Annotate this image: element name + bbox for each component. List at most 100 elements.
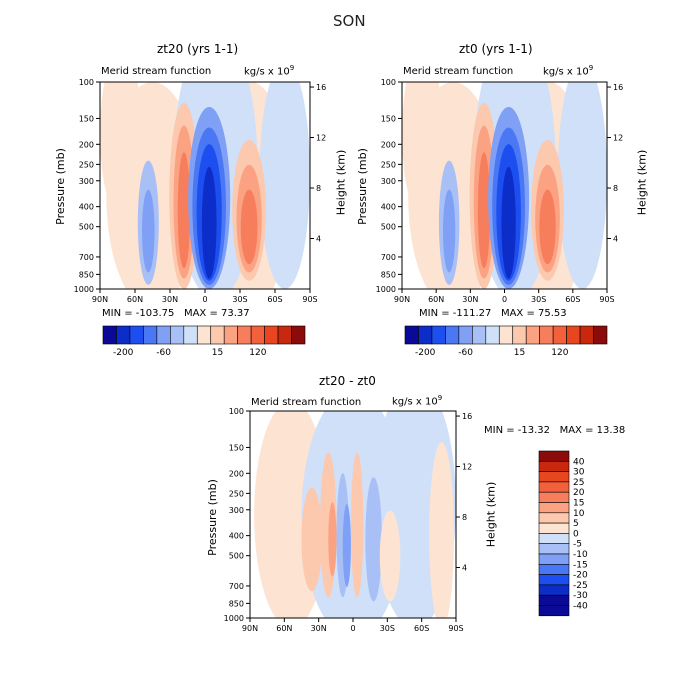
colorbar-cell xyxy=(538,460,570,472)
height-tick-label: 12 xyxy=(316,134,326,143)
panel3-units: kg/s x 109 xyxy=(392,394,443,408)
pressure-tick-label: 400 xyxy=(381,203,396,212)
height-tick-label: 12 xyxy=(462,463,472,472)
colorbar-cell xyxy=(579,325,594,345)
colorbar-cell xyxy=(538,512,570,524)
pressure-tick-label: 700 xyxy=(229,582,244,591)
colorbar-cell xyxy=(277,325,292,345)
pressure-tick-label: 700 xyxy=(79,253,94,262)
panel3-contour-region xyxy=(301,487,323,592)
panel1-contour-region xyxy=(177,152,191,269)
colorbar-tick-label: 5 xyxy=(573,519,579,529)
colorbar-cell xyxy=(183,325,198,345)
panel2-plot: 100 150 200 250 300 400 500 700 850 1000 16 12 8 4 90N… xyxy=(376,78,624,304)
colorbar-cell xyxy=(538,450,570,462)
latitude-tick-label: 90S xyxy=(302,295,317,304)
pressure-tick-label: 100 xyxy=(381,78,396,87)
panel3-left-label: Merid stream function xyxy=(251,397,362,408)
latitude-tick-label: 60N xyxy=(428,295,444,304)
colorbar-cell xyxy=(250,325,265,345)
pressure-tick-label: 500 xyxy=(229,552,244,561)
pressure-tick-label: 150 xyxy=(229,443,244,452)
latitude-tick-label: 0 xyxy=(202,295,207,304)
pressure-tick-label: 250 xyxy=(381,160,396,169)
latitude-tick-label: 30N xyxy=(462,295,478,304)
panel1-contour-region xyxy=(201,166,217,279)
panel3-plot: 100 150 200 250 300 400 500 700 850 1000 16 12 8 4 90N… xyxy=(224,407,473,633)
panel3-contour-region xyxy=(365,477,382,602)
colorbar-cell xyxy=(538,594,570,606)
pressure-tick-label: 250 xyxy=(229,489,244,498)
panel1-title: zt20 (yrs 1-1) xyxy=(157,42,239,56)
pressure-tick-label: 300 xyxy=(229,506,244,515)
figure-title: SON xyxy=(333,12,366,30)
colorbar-cell xyxy=(498,325,514,345)
latitude-tick-label: 0 xyxy=(502,295,507,304)
colorbar-cell xyxy=(102,325,117,345)
colorbar-cell xyxy=(485,325,500,345)
colorbar-cell xyxy=(196,325,212,345)
colorbar-tick-label: 40 xyxy=(573,457,585,467)
colorbar-cell xyxy=(538,491,570,503)
colorbar-cell xyxy=(431,325,446,345)
colorbar-cell xyxy=(404,325,419,345)
colorbar-cell xyxy=(223,325,238,345)
colorbar-cell xyxy=(264,325,279,345)
latitude-tick-label: 60S xyxy=(414,624,429,633)
pressure-tick-label: 300 xyxy=(79,177,94,186)
pressure-tick-label: 300 xyxy=(381,177,396,186)
pressure-tick-label: 150 xyxy=(381,114,396,123)
colorbar-tick-label: -15 xyxy=(573,560,588,570)
colorbar-tick-label: 15 xyxy=(514,348,525,358)
colorbar-tick-label: 15 xyxy=(573,499,584,509)
pressure-tick-label: 500 xyxy=(381,223,396,232)
panel1-contour-region xyxy=(142,189,155,273)
panel3-contour-region xyxy=(328,502,337,577)
pressure-tick-label: 200 xyxy=(381,140,396,149)
pressure-tick-label: 150 xyxy=(79,114,94,123)
height-tick-label: 8 xyxy=(462,513,467,522)
panel2-colorbar: -200 -60 15 120 xyxy=(404,325,608,358)
panel1-units: kg/s x 109 xyxy=(244,64,295,78)
latitude-tick-label: 30S xyxy=(232,295,247,304)
colorbar-cell xyxy=(593,325,608,345)
colorbar-cell xyxy=(538,553,570,565)
colorbar-cell xyxy=(538,543,570,555)
height-tick-label: 12 xyxy=(613,134,623,143)
panel3-min-max: MIN = -13.32 MAX = 13.38 xyxy=(484,425,626,436)
colorbar-cell xyxy=(291,325,306,345)
colorbar-cell xyxy=(538,471,570,483)
height-tick-label: 4 xyxy=(316,235,321,244)
colorbar-tick-label: 25 xyxy=(573,478,584,488)
latitude-tick-label: 90N xyxy=(242,624,258,633)
latitude-tick-label: 30N xyxy=(162,295,178,304)
latitude-tick-label: 60S xyxy=(267,295,282,304)
latitude-tick-label: 90S xyxy=(599,295,614,304)
colorbar-cell xyxy=(156,325,171,345)
colorbar-cell xyxy=(538,605,570,617)
pressure-tick-label: 850 xyxy=(79,270,94,279)
colorbar-cell xyxy=(418,325,433,345)
colorbar-cell xyxy=(538,563,570,575)
pressure-tick-label: 1000 xyxy=(74,285,94,294)
colorbar-tick-label: -30 xyxy=(573,591,588,601)
height-tick-label: 16 xyxy=(613,83,623,92)
pressure-tick-label: 850 xyxy=(229,599,244,608)
colorbar-cell xyxy=(538,574,570,586)
panel2-contour-region xyxy=(477,152,491,269)
panel2-units: kg/s x 109 xyxy=(543,64,594,78)
panel2-contour-region xyxy=(539,189,556,265)
colorbar-tick-label: 0 xyxy=(573,529,579,539)
pressure-tick-label: 850 xyxy=(381,270,396,279)
pressure-tick-label: 200 xyxy=(229,469,244,478)
pressure-tick-label: 100 xyxy=(79,78,94,87)
panel1-contour-region xyxy=(259,82,310,289)
panel3-title: zt20 - zt0 xyxy=(319,374,376,388)
colorbar-tick-label: -200 xyxy=(113,348,134,358)
colorbar-tick-label: -10 xyxy=(573,550,588,560)
latitude-tick-label: 90S xyxy=(448,624,463,633)
colorbar-cell xyxy=(538,584,570,596)
colorbar-cell xyxy=(237,325,252,345)
pressure-tick-label: 1000 xyxy=(224,614,244,623)
